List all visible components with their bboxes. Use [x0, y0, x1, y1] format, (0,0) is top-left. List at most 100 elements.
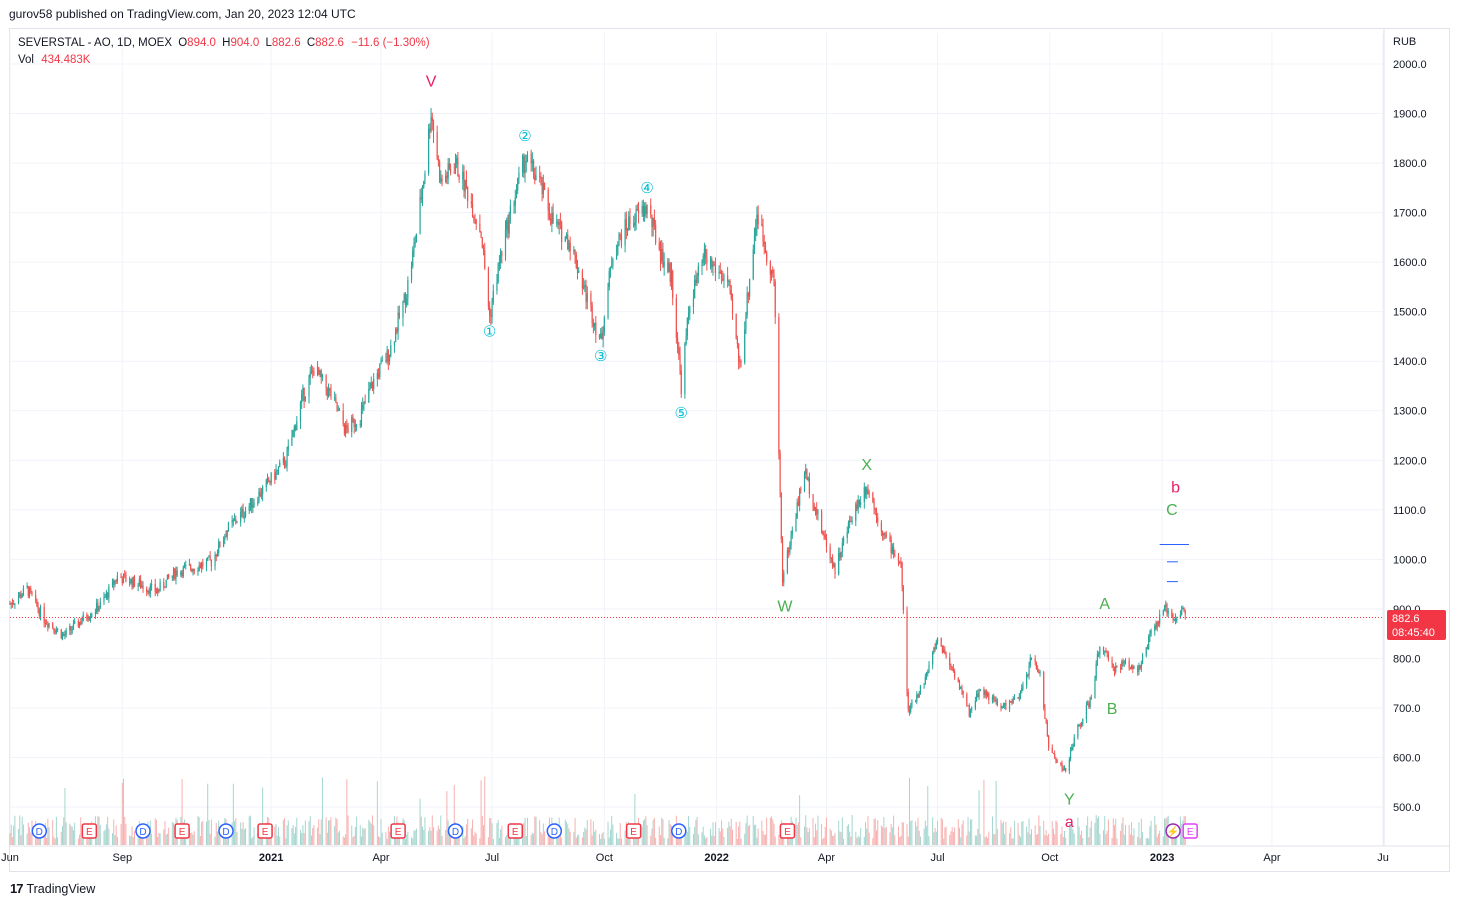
volume-bar: [387, 826, 389, 845]
candle-body: [103, 597, 105, 602]
volume-bar: [915, 821, 917, 845]
earnings-marker-icon[interactable]: [1182, 823, 1198, 839]
candle-body: [977, 693, 979, 698]
volume-bar: [883, 817, 885, 845]
candle-body: [877, 517, 879, 523]
candle-body: [945, 653, 947, 658]
split-marker-icon[interactable]: [1165, 823, 1181, 839]
volume-bar: [574, 818, 576, 845]
candle-body: [593, 322, 596, 327]
volume-bar: [458, 833, 460, 845]
x-tick-label: Jul: [931, 852, 945, 864]
volume-bar: [609, 829, 611, 845]
candle-body: [1167, 610, 1169, 614]
candle-body: [181, 571, 183, 577]
volume-bar: [321, 777, 323, 845]
volume-bar: [526, 817, 528, 845]
price-axis[interactable]: 500.0600.0700.0800.0900.01000.01100.0120…: [1393, 59, 1427, 814]
volume-bar: [53, 836, 55, 845]
candle-body: [928, 664, 930, 672]
wave-label: Y: [1064, 792, 1075, 809]
volume-bar: [55, 816, 57, 845]
volume-bar: [19, 815, 21, 845]
candle-body: [99, 601, 101, 608]
volume-bar: [243, 829, 245, 845]
candle-body: [1094, 678, 1096, 699]
volume-bar: [919, 836, 921, 845]
volume-bar: [497, 820, 499, 845]
earnings-marker-icon[interactable]: [81, 823, 98, 839]
volume-bar: [1128, 824, 1130, 845]
dividend-marker-icon[interactable]: [135, 823, 151, 839]
volume-bar: [747, 825, 749, 845]
time-axis[interactable]: Jun Sep 2021 Apr Jul Oct 2022 Apr Jul Oct 2023 Apr J…: [1, 852, 1389, 864]
volume-bar: [812, 817, 814, 845]
earnings-marker-icon[interactable]: [257, 823, 273, 839]
candle-body: [475, 219, 477, 224]
event-markers[interactable]: D E D E D E E D E D E D E ⚡ E: [31, 823, 1198, 839]
candle-body: [22, 587, 25, 596]
dividend-marker-icon[interactable]: [218, 823, 234, 839]
dividend-marker-icon[interactable]: [447, 823, 464, 839]
volume-bar: [1116, 838, 1118, 845]
candle-body: [676, 338, 679, 348]
volume-bar: [37, 832, 39, 845]
candle-body: [766, 251, 768, 262]
candle-body: [1034, 658, 1036, 662]
volume-bar: [778, 834, 780, 845]
x-tick-label: 2023: [1150, 852, 1174, 864]
volume-bar: [1095, 815, 1097, 845]
candle-body: [739, 361, 741, 363]
candle-body: [979, 689, 981, 692]
volume-bar: [745, 823, 747, 845]
volume-bar: [1052, 828, 1054, 845]
dividend-marker-icon[interactable]: [671, 823, 687, 839]
earnings-marker-icon[interactable]: [507, 823, 524, 839]
candle-body: [412, 250, 414, 267]
dividend-marker-icon[interactable]: [546, 823, 563, 839]
candle-body: [924, 676, 926, 685]
candle-body: [77, 621, 79, 627]
earnings-marker-icon[interactable]: [390, 823, 406, 839]
candle-body: [1065, 767, 1067, 772]
volume-bar: [746, 815, 748, 845]
volume-bar: [131, 826, 133, 845]
candle-body: [369, 388, 371, 390]
candle-body: [208, 556, 210, 558]
volume-bar: [279, 836, 281, 845]
volume-bar: [115, 825, 117, 845]
legend[interactable]: SEVERSTAL - AO, 1D, MOEX O894.0 H904.0 L…: [18, 35, 430, 69]
volume-bar: [236, 831, 238, 845]
volume-bar: [702, 826, 704, 845]
candle-body: [379, 364, 381, 378]
candle-body: [1159, 614, 1161, 624]
volume-bar: [634, 794, 636, 845]
volume-bar: [906, 824, 908, 845]
candle-body: [52, 623, 54, 628]
volume-bar: [761, 820, 763, 845]
candle-body: [1082, 718, 1084, 725]
earnings-marker-icon[interactable]: [625, 823, 642, 839]
candle-body: [701, 262, 703, 267]
volume-bar: [97, 815, 99, 845]
dividend-marker-icon[interactable]: [31, 823, 48, 839]
candle-body: [172, 568, 175, 576]
candle-body: [918, 693, 920, 698]
candle-body: [1173, 618, 1175, 620]
earnings-marker-icon[interactable]: [779, 823, 796, 839]
candle-body: [74, 621, 76, 624]
volume-bar: [976, 835, 978, 845]
volume-bar: [346, 779, 348, 845]
volume-bar: [13, 825, 15, 845]
candle-body: [275, 470, 277, 480]
dividend-marker-letter: D: [139, 827, 146, 838]
candle-body: [346, 424, 348, 428]
earnings-marker-icon[interactable]: [174, 823, 190, 839]
candle-body: [38, 609, 40, 616]
volume-bar: [82, 835, 84, 845]
candle-body: [113, 580, 115, 585]
candle-body: [974, 700, 976, 709]
candle-body: [235, 519, 237, 523]
candle-body: [1021, 687, 1023, 692]
